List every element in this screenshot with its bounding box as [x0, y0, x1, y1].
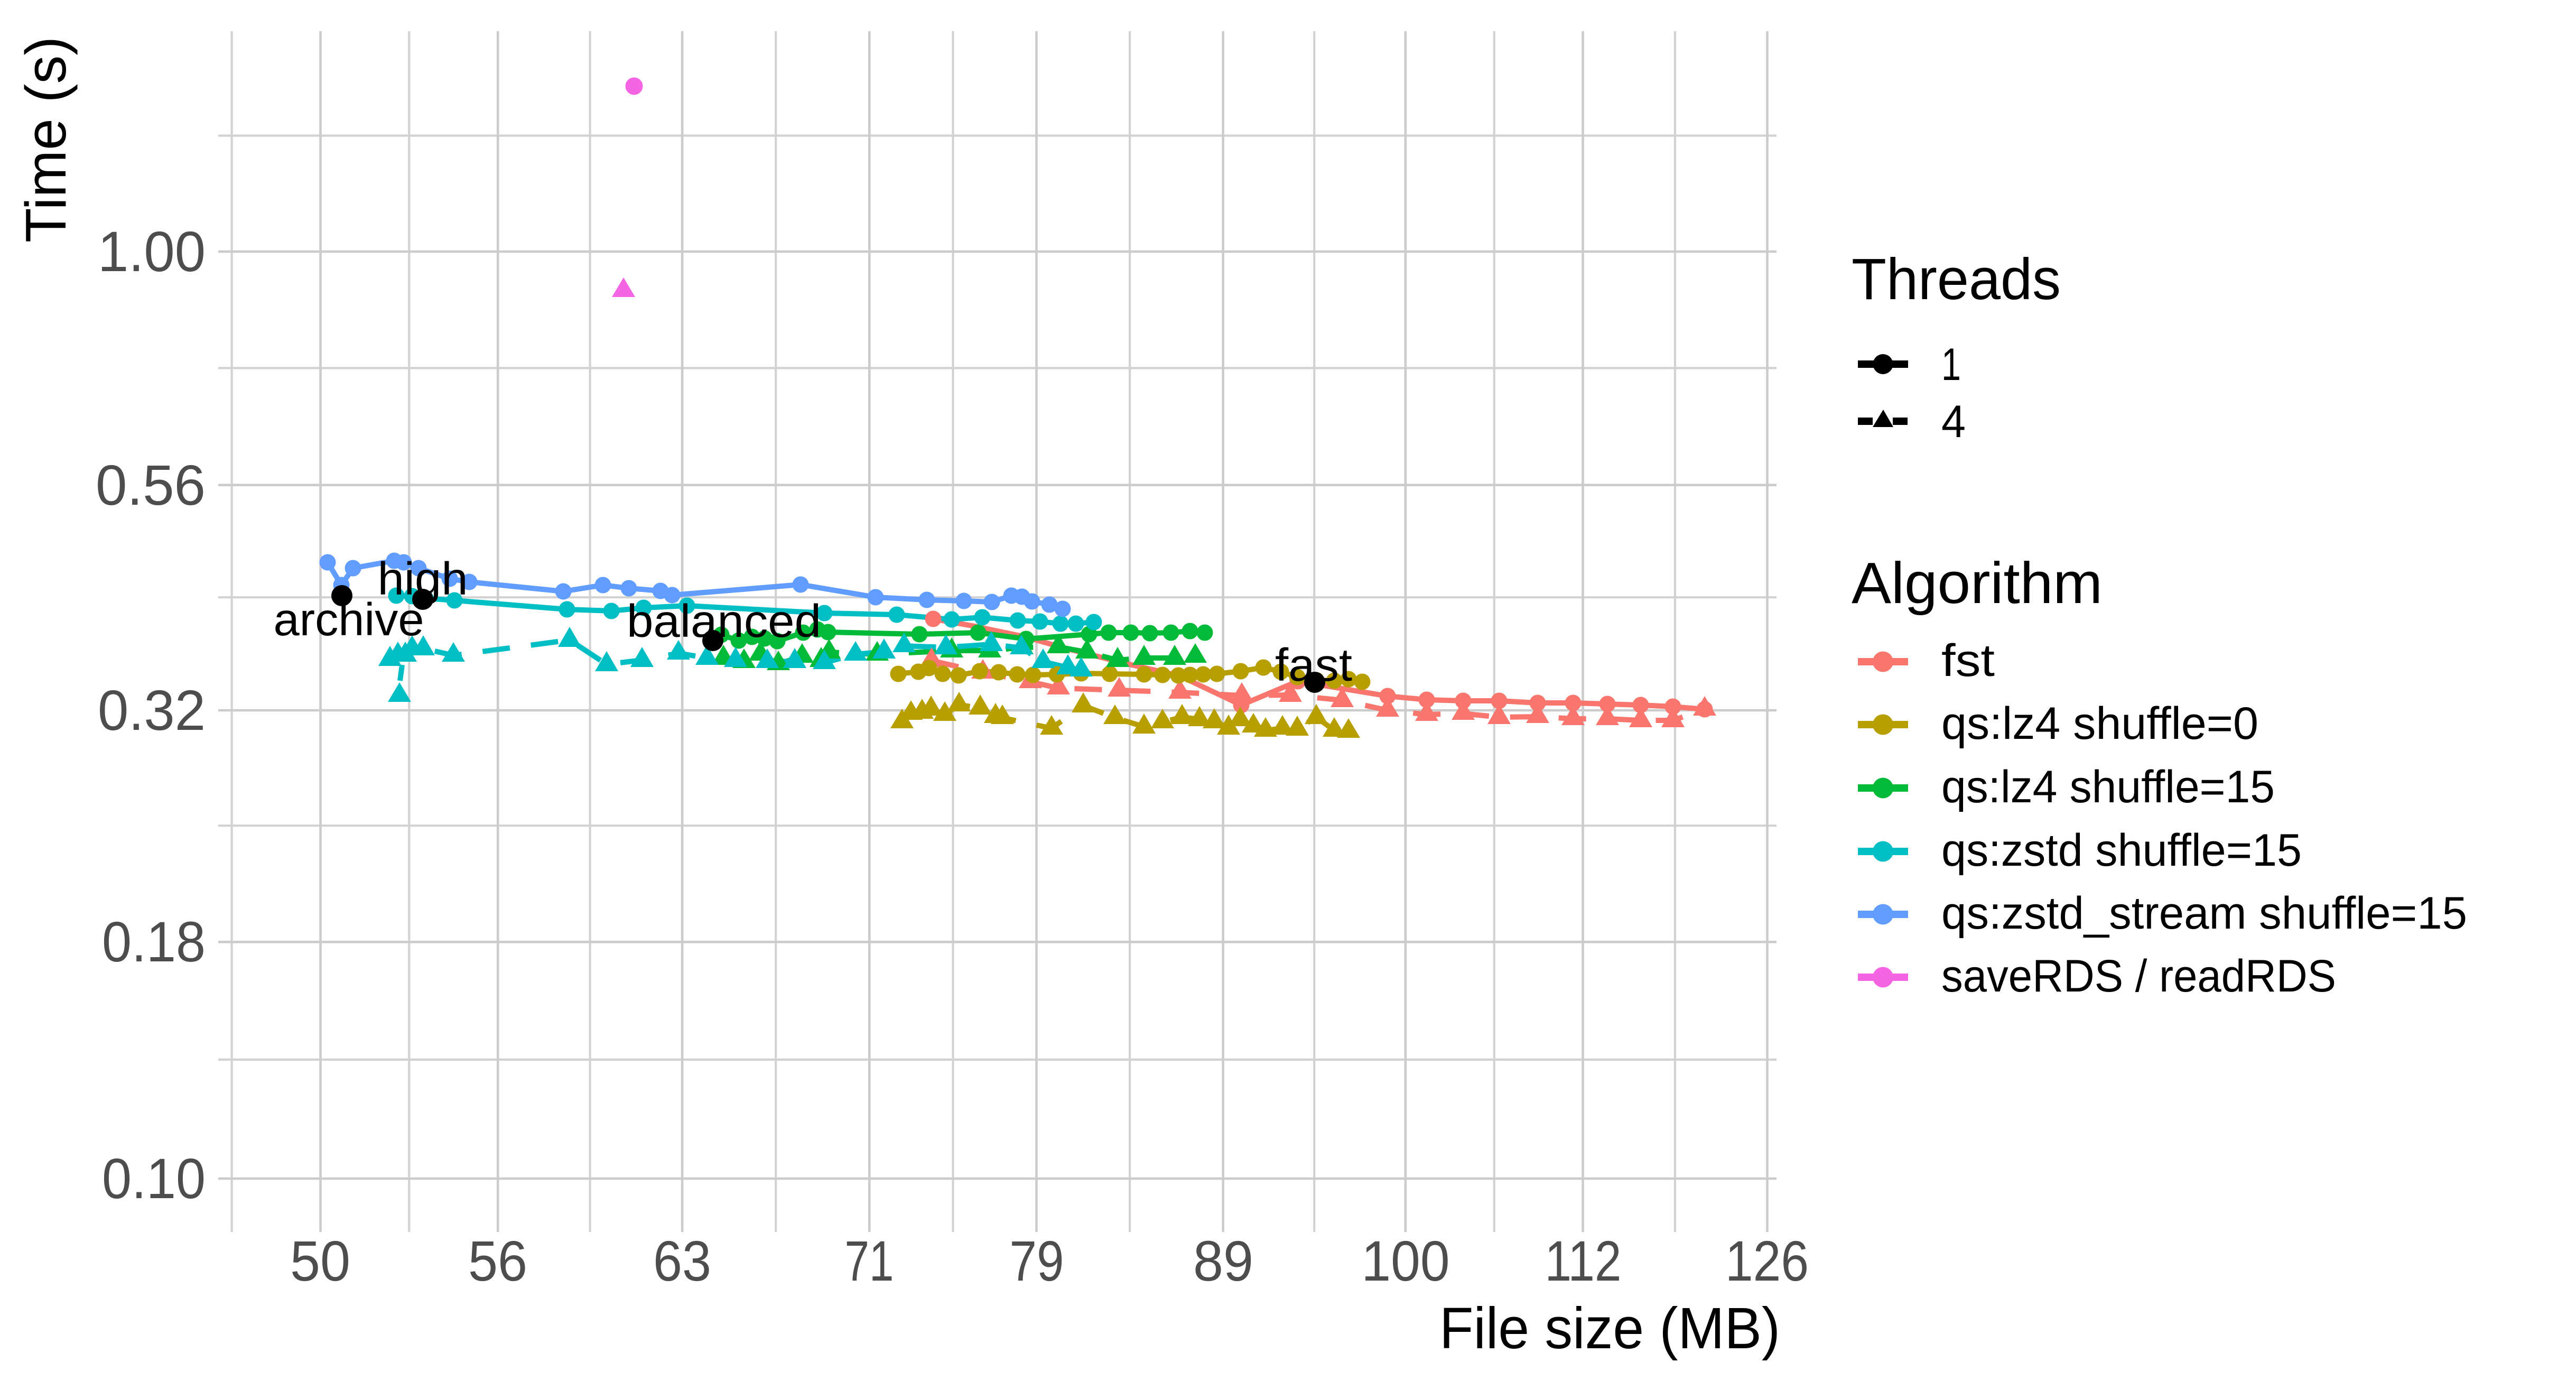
svg-text:saveRDS / readRDS: saveRDS / readRDS — [1941, 951, 2336, 1002]
svg-text:0.32: 0.32 — [98, 678, 206, 742]
svg-text:Time (s): Time (s) — [14, 36, 78, 243]
svg-text:100: 100 — [1362, 1229, 1450, 1293]
svg-text:1.00: 1.00 — [98, 219, 206, 283]
svg-text:71: 71 — [845, 1229, 894, 1293]
svg-text:50: 50 — [290, 1229, 350, 1293]
svg-text:0.18: 0.18 — [102, 910, 206, 974]
svg-text:qs:zstd shuffle=15: qs:zstd shuffle=15 — [1941, 825, 2302, 876]
svg-text:qs:zstd_stream shuffle=15: qs:zstd_stream shuffle=15 — [1941, 888, 2467, 939]
svg-text:Algorithm: Algorithm — [1852, 551, 2103, 616]
svg-text:112: 112 — [1545, 1229, 1622, 1293]
svg-text:fst: fst — [1941, 635, 1995, 686]
svg-text:archive: archive — [274, 594, 424, 645]
svg-text:File size (MB): File size (MB) — [1439, 1296, 1780, 1361]
svg-text:126: 126 — [1725, 1229, 1809, 1293]
svg-text:high: high — [378, 553, 468, 605]
svg-text:qs:lz4 shuffle=0: qs:lz4 shuffle=0 — [1941, 698, 2258, 749]
svg-text:89: 89 — [1193, 1229, 1253, 1293]
svg-text:4: 4 — [1941, 396, 1966, 447]
svg-text:63: 63 — [653, 1229, 711, 1293]
svg-text:balanced: balanced — [627, 596, 821, 647]
svg-text:1: 1 — [1941, 339, 1961, 390]
svg-text:qs:lz4 shuffle=15: qs:lz4 shuffle=15 — [1941, 762, 2275, 812]
svg-text:56: 56 — [468, 1229, 527, 1293]
svg-text:0.56: 0.56 — [96, 453, 206, 517]
svg-text:79: 79 — [1010, 1229, 1064, 1293]
svg-text:fast: fast — [1275, 640, 1352, 691]
svg-text:0.10: 0.10 — [102, 1146, 206, 1210]
svg-text:Threads: Threads — [1852, 247, 2061, 312]
